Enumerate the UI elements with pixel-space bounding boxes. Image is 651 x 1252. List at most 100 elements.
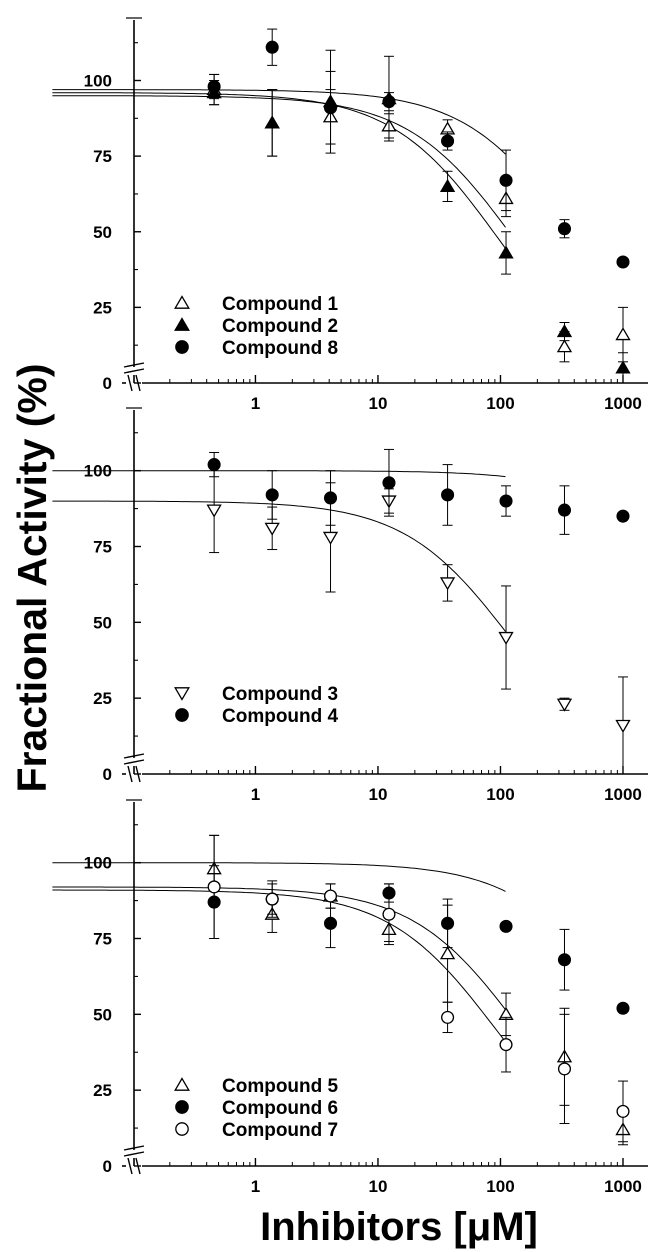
data-point <box>323 889 338 903</box>
x-tick-label: 1000 <box>604 394 642 413</box>
legend-label: Compound 5 <box>222 1076 339 1097</box>
legend-marker <box>175 340 189 354</box>
x-tick-label: 100 <box>486 394 514 413</box>
x-axis-break-mark <box>127 374 133 392</box>
y-tick-label: 100 <box>84 72 112 91</box>
data-point <box>323 916 338 930</box>
legend-label: Compound 3 <box>222 684 338 705</box>
x-tick-label: 1000 <box>604 1177 642 1196</box>
legend-label: Compound 7 <box>222 1120 338 1141</box>
data-point <box>264 115 280 129</box>
y-tick-label: 25 <box>93 298 112 317</box>
y-tick-label: 0 <box>103 765 112 784</box>
fit-curve-compound-8 <box>52 89 506 155</box>
legend-label: Compound 4 <box>222 706 339 727</box>
x-tick-label: 10 <box>368 785 387 804</box>
data-point <box>556 698 573 712</box>
fit-curve-compound-5 <box>52 886 506 1011</box>
data-point <box>615 719 631 733</box>
x-axis-break-mark <box>127 765 133 783</box>
data-point <box>441 488 455 502</box>
y-tick-label: 75 <box>93 930 112 949</box>
data-point <box>499 494 513 508</box>
data-point <box>616 255 630 269</box>
y-axis-break-mark <box>123 1145 145 1151</box>
fit-curve-compound-4 <box>52 470 506 478</box>
legend-marker <box>175 1100 189 1114</box>
y-axis-break-mark <box>123 753 145 759</box>
data-point <box>441 916 455 930</box>
fit-curve-compound-1 <box>52 92 506 249</box>
legend-marker <box>174 317 190 331</box>
data-point <box>265 488 279 502</box>
legend-marker <box>174 687 190 701</box>
series-compound-6 <box>207 865 630 1015</box>
data-point <box>207 458 221 472</box>
data-point <box>382 476 396 490</box>
series-compound-4 <box>207 448 630 535</box>
data-point <box>207 880 221 894</box>
y-tick-label: 25 <box>93 689 112 708</box>
x-tick-label: 1 <box>251 785 260 804</box>
data-point <box>616 1104 630 1118</box>
y-axis-title: Fractional Activity (%) <box>9 363 55 792</box>
fit-curve-compound-7 <box>52 889 506 1043</box>
legend-label: Compound 1 <box>222 294 339 315</box>
y-tick-label: 50 <box>93 613 112 632</box>
legend-marker <box>175 708 189 722</box>
legend-marker <box>174 1077 190 1091</box>
legend-label: Compound 8 <box>222 338 338 359</box>
x-tick-label: 10 <box>368 394 387 413</box>
legend-marker <box>174 295 190 309</box>
data-point <box>557 503 572 517</box>
data-point <box>382 907 396 921</box>
data-point <box>557 953 572 967</box>
data-point <box>556 339 573 353</box>
data-point <box>441 134 455 148</box>
x-tick-label: 1 <box>251 394 260 413</box>
data-point <box>557 1062 572 1076</box>
legend-marker <box>175 1122 189 1136</box>
y-tick-label: 75 <box>93 538 112 557</box>
y-axis-break-mark <box>123 362 145 368</box>
y-tick-label: 50 <box>93 1005 112 1024</box>
data-point <box>265 892 279 906</box>
data-point <box>615 360 631 374</box>
y-tick-label: 0 <box>103 374 112 393</box>
y-tick-label: 75 <box>93 147 112 166</box>
data-point <box>498 245 514 259</box>
data-point <box>499 1038 513 1052</box>
fit-curve-compound-6 <box>52 862 506 892</box>
data-point <box>265 40 279 54</box>
data-point <box>264 522 280 536</box>
x-tick-label: 10 <box>368 1177 387 1196</box>
x-tick-label: 100 <box>486 1177 514 1196</box>
data-point <box>498 631 514 645</box>
data-point <box>615 327 631 341</box>
data-point <box>323 101 338 115</box>
series-compound-8 <box>207 28 630 269</box>
x-axis-title: Inhibitors [μM] <box>260 1205 538 1249</box>
x-tick-label: 1000 <box>604 785 642 804</box>
x-tick-label: 1 <box>251 1177 260 1196</box>
y-tick-label: 50 <box>93 223 112 242</box>
data-point <box>557 222 572 236</box>
y-axis-break-mark <box>123 759 145 765</box>
series-compound-7 <box>207 834 630 1143</box>
data-point <box>382 95 396 109</box>
x-axis-break-mark <box>127 1157 133 1175</box>
data-point <box>616 509 630 523</box>
y-tick-label: 0 <box>103 1157 112 1176</box>
x-tick-label: 100 <box>486 785 514 804</box>
data-point <box>616 1001 630 1015</box>
data-point <box>499 173 513 187</box>
data-point <box>441 1010 455 1024</box>
